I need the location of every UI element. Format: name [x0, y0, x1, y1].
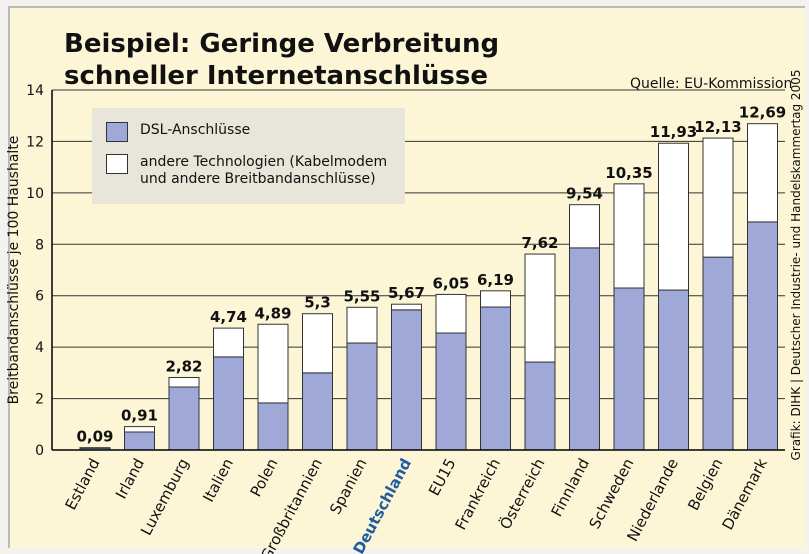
bar-segment [702, 256, 734, 451]
total-label: 2,82 [165, 357, 202, 375]
total-label: 0,09 [76, 428, 113, 446]
total-label: 5,3 [304, 294, 331, 312]
bar-segment [613, 183, 645, 289]
total-label: 12,69 [739, 104, 786, 122]
bar-segment [391, 303, 422, 311]
x-tick-label: Belgien [684, 455, 726, 513]
bar-segment [79, 447, 111, 449]
bar-segment [346, 342, 378, 451]
bar-segment [124, 426, 155, 433]
total-label: 4,74 [210, 308, 247, 326]
total-label: 4,89 [254, 304, 291, 322]
bar-segment [435, 293, 467, 334]
x-tick-label: Schweden [585, 455, 637, 531]
bar-segment [302, 372, 333, 451]
legend-swatch [106, 154, 128, 174]
bar-segment [480, 290, 511, 308]
credit: Grafik: DIHK | Deutscher Industrie- und … [789, 70, 803, 461]
legend-swatch [106, 122, 128, 142]
total-label: 6,19 [477, 271, 514, 289]
total-label: 5,55 [343, 287, 380, 305]
total-label: 9,54 [566, 185, 603, 203]
y-tick-label: 10 [26, 186, 44, 202]
legend-item: DSL-Anschlüsse [106, 122, 390, 142]
y-axis-label: Breitbandanschlüsse je 100 Haushalte [6, 136, 22, 405]
bar-segment [346, 306, 378, 344]
x-tick-label: Österreich [495, 455, 548, 532]
chart-title: Beispiel: Geringe Verbreitung schneller … [64, 29, 500, 91]
source: Quelle: EU-Kommission [630, 76, 793, 92]
total-label: 0,91 [121, 407, 158, 425]
total-label: 7,62 [521, 234, 558, 252]
total-label: 10,35 [605, 164, 652, 182]
y-tick-label: 4 [35, 340, 44, 356]
bar-segment [168, 386, 200, 451]
bar-segment [124, 431, 155, 451]
bar-segment [257, 323, 289, 404]
total-label: 5,67 [388, 284, 425, 302]
x-tick-label: Polen [247, 455, 282, 499]
y-tick-label: 0 [35, 443, 44, 459]
bar-segment [524, 253, 556, 363]
total-label: 11,93 [650, 123, 697, 141]
bar-segment [480, 306, 511, 451]
bar-segment [435, 332, 467, 451]
total-label: 6,05 [432, 274, 469, 292]
x-tick-label: Italien [199, 455, 237, 505]
y-tick-label: 6 [35, 289, 44, 305]
x-tick-label: Frankreich [451, 455, 504, 532]
y-tick-label: 14 [26, 83, 44, 99]
x-tick-label: Finnland [548, 455, 594, 519]
bar-segment [658, 289, 689, 451]
bar-segment [569, 204, 600, 249]
legend: DSL-Anschlüsse andere Technologien (Kabe… [92, 108, 405, 204]
bar-segment [257, 402, 289, 451]
bar-segment [702, 137, 734, 258]
total-label: 12,13 [694, 118, 741, 136]
bar-segment [747, 221, 778, 451]
bar-segment [213, 327, 244, 358]
bar-segment [613, 287, 645, 451]
legend-label: DSL-Anschlüsse [140, 122, 251, 138]
y-tick-label: 8 [35, 237, 44, 253]
x-tick-label: Spanien [326, 455, 370, 517]
bar-segment [168, 376, 200, 388]
bar-segment [747, 123, 778, 223]
bar-segment [391, 309, 422, 451]
y-tick-label: 2 [35, 392, 44, 408]
x-tick-label: Dänemark [718, 455, 771, 533]
bar-segment [524, 361, 556, 451]
y-tick-label: 12 [26, 134, 44, 150]
legend-item: andere Technologien (Kabelmodem und ande… [106, 154, 390, 188]
bar-segment [213, 356, 244, 451]
x-tick-label: Estland [62, 455, 104, 513]
x-tick-label: EU15 [425, 455, 459, 498]
legend-label: andere Technologien (Kabelmodem und ande… [140, 154, 388, 187]
bar-segment [302, 313, 333, 374]
x-tick-label: Irland [112, 455, 148, 501]
bar-segment [569, 247, 600, 451]
bar-segment [658, 142, 689, 291]
